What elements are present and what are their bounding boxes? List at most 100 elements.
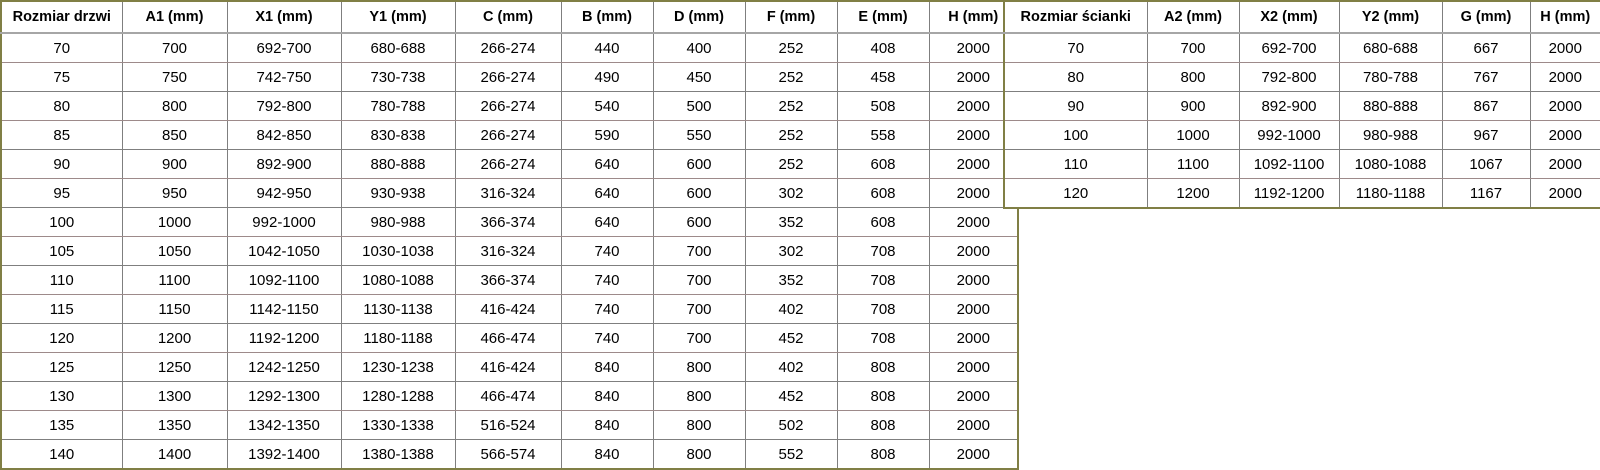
wall-cell: 2000 [1529,32,1600,63]
doors-cell: 740 [560,323,654,353]
doors-cell: 402 [744,294,838,324]
wall-cell: 1100 [1146,149,1240,179]
doors-cell: 490 [560,62,654,92]
doors-cell: 120 [0,323,123,353]
doors-cell: 1192-1200 [226,323,342,353]
table-row: 75 750 742-750 730-738 266-274 490 450 252 458 20… [0,62,1019,92]
doors-cell: 792-800 [226,91,342,121]
doors-cell: 1092-1100 [226,265,342,295]
doors-cell: 266-274 [454,120,562,150]
doors-column-header: B (mm) [560,0,654,34]
doors-cell: 950 [121,178,228,208]
doors-cell: 252 [744,149,838,179]
doors-cell: 780-788 [340,91,456,121]
doors-cell: 2000 [928,352,1019,382]
doors-cell: 266-274 [454,149,562,179]
doors-cell: 502 [744,410,838,440]
wall-column-header: X2 (mm) [1238,0,1340,34]
doors-cell: 452 [744,381,838,411]
doors-cell: 850 [121,120,228,150]
wall-cell: 880-888 [1338,91,1443,121]
doors-cell: 252 [744,91,838,121]
doors-cell: 900 [121,149,228,179]
doors-cell: 252 [744,62,838,92]
wall-cell: 2000 [1529,120,1600,150]
doors-cell: 130 [0,381,123,411]
doors-cell: 440 [560,32,654,63]
doors-cell: 1242-1250 [226,352,342,382]
doors-cell: 85 [0,120,123,150]
doors-cell: 640 [560,178,654,208]
wall-cell: 2000 [1529,91,1600,121]
doors-cell: 1200 [121,323,228,353]
doors-cell: 95 [0,178,123,208]
doors-cell: 640 [560,207,654,237]
doors-cell: 1050 [121,236,228,266]
doors-dimensions-table: Rozmiar drzwi A1 (mm) X1 (mm) Y1 (mm) C (mm)… [0,0,1019,470]
doors-cell: 608 [836,178,930,208]
doors-cell: 590 [560,120,654,150]
wall-cell: 100 [1003,120,1148,150]
doors-cell: 1292-1300 [226,381,342,411]
doors-column-header: X1 (mm) [226,0,342,34]
doors-cell: 742-750 [226,62,342,92]
doors-cell: 1300 [121,381,228,411]
doors-cell: 1280-1288 [340,381,456,411]
doors-cell: 266-274 [454,91,562,121]
doors-cell: 942-950 [226,178,342,208]
wall-table-body: 70 700 692-700 680-688 667 2000 80 800 792-800 78… [1003,32,1600,209]
doors-cell: 466-474 [454,323,562,353]
table-row: 115 1150 1142-1150 1130-1138 416-424 740 700 40… [0,294,1019,324]
doors-cell: 135 [0,410,123,440]
doors-cell: 830-838 [340,120,456,150]
doors-cell: 1130-1138 [340,294,456,324]
wall-cell: 1092-1100 [1238,149,1340,179]
doors-cell: 692-700 [226,32,342,63]
doors-cell: 416-424 [454,352,562,382]
doors-cell: 708 [836,294,930,324]
doors-cell: 1180-1188 [340,323,456,353]
doors-cell: 730-738 [340,62,456,92]
doors-cell: 800 [652,410,746,440]
doors-cell: 1400 [121,439,228,470]
doors-cell: 600 [652,178,746,208]
wall-header-row: Rozmiar ścianki A2 (mm) X2 (mm) Y2 (mm) G (m… [1003,0,1600,34]
table-row: 70 700 692-700 680-688 667 2000 [1003,32,1600,63]
doors-cell: 110 [0,265,123,295]
table-row: 95 950 942-950 930-938 316-324 640 600 302 608 20… [0,178,1019,208]
doors-cell: 700 [652,294,746,324]
doors-column-header: Y1 (mm) [340,0,456,34]
wall-cell: 900 [1146,91,1240,121]
doors-cell: 2000 [928,381,1019,411]
doors-cell: 540 [560,91,654,121]
doors-cell: 125 [0,352,123,382]
doors-cell: 558 [836,120,930,150]
doors-cell: 2000 [928,207,1019,237]
doors-cell: 400 [652,32,746,63]
doors-cell: 1230-1238 [340,352,456,382]
doors-cell: 2000 [928,236,1019,266]
doors-cell: 2000 [928,323,1019,353]
doors-cell: 800 [652,381,746,411]
wall-cell: 767 [1441,62,1531,92]
wall-column-header: Rozmiar ścianki [1003,0,1148,34]
wall-column-header: G (mm) [1441,0,1531,34]
doors-column-header: D (mm) [652,0,746,34]
doors-cell: 1350 [121,410,228,440]
doors-cell: 808 [836,439,930,470]
wall-cell: 780-788 [1338,62,1443,92]
doors-cell: 892-900 [226,149,342,179]
wall-cell: 2000 [1529,178,1600,209]
doors-cell: 840 [560,381,654,411]
doors-cell: 700 [652,323,746,353]
wall-cell: 692-700 [1238,32,1340,63]
wall-cell: 1192-1200 [1238,178,1340,209]
doors-cell: 1250 [121,352,228,382]
doors-cell: 115 [0,294,123,324]
doors-cell: 1030-1038 [340,236,456,266]
table-row: 80 800 792-800 780-788 767 2000 [1003,62,1600,92]
doors-cell: 680-688 [340,32,456,63]
doors-dimensions-table-container: Rozmiar drzwi A1 (mm) X1 (mm) Y1 (mm) C (mm)… [0,0,1019,470]
wall-table-header: Rozmiar ścianki A2 (mm) X2 (mm) Y2 (mm) G (m… [1003,0,1600,34]
wall-cell: 2000 [1529,149,1600,179]
